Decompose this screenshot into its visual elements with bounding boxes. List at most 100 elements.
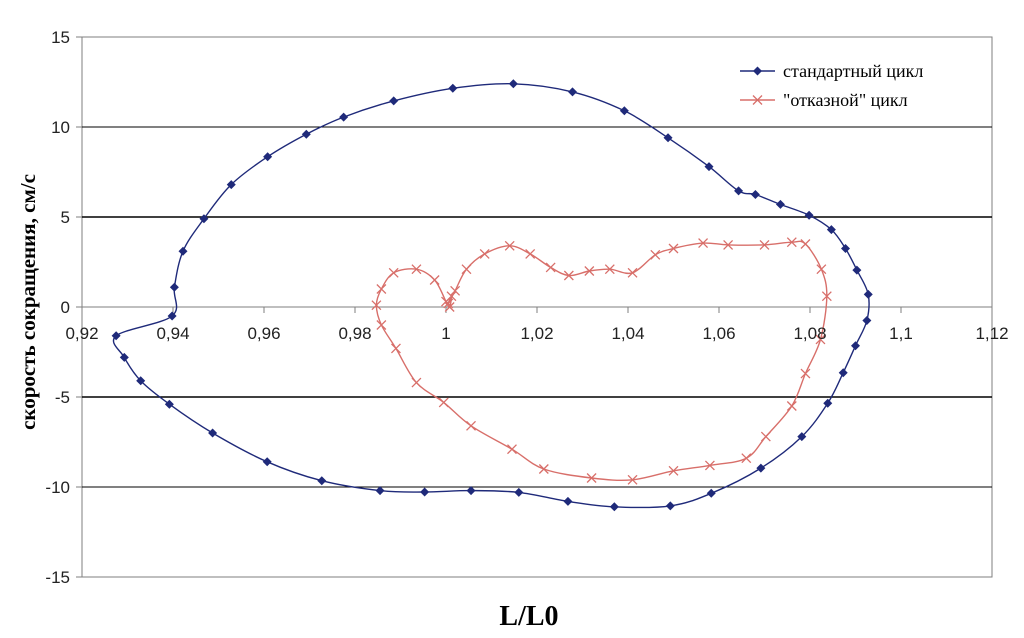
tick-labels: 0,92 0,94 0,96 0,98 1 1,02 1,04 1,06 1,08 1,1 1,12…	[45, 28, 1008, 587]
x-axis-title: L/L0	[499, 601, 558, 632]
data-point	[862, 316, 872, 325]
data-point	[545, 262, 556, 273]
data-point	[389, 96, 399, 106]
data-point	[786, 237, 797, 248]
data-point	[663, 133, 673, 143]
data-point	[525, 248, 536, 259]
data-point	[852, 265, 862, 275]
data-point	[111, 331, 121, 341]
data-point	[420, 487, 430, 497]
data-point	[668, 243, 679, 254]
data-point	[821, 291, 832, 302]
data-point	[609, 502, 619, 512]
data-point	[563, 496, 573, 506]
y-tick-label: 15	[51, 28, 70, 47]
data-point	[504, 240, 515, 251]
data-point	[760, 431, 771, 442]
data-point	[627, 267, 638, 278]
data-point	[704, 460, 715, 471]
data-point	[429, 275, 440, 285]
data-point	[786, 401, 797, 411]
y-tick-label: 0	[61, 298, 70, 317]
data-point	[446, 291, 457, 302]
y-tick-label: -10	[45, 478, 70, 497]
x-tick-label: 0,92	[65, 324, 98, 343]
data-point	[438, 397, 449, 408]
data-point	[851, 341, 860, 351]
data-point	[759, 239, 770, 250]
data-point	[741, 453, 752, 464]
data-point	[863, 289, 873, 299]
data-point	[665, 501, 675, 511]
data-point	[538, 464, 549, 474]
data-point	[339, 112, 349, 122]
data-point	[840, 244, 850, 253]
data-point	[668, 465, 679, 476]
data-point	[823, 398, 833, 408]
x-tick-label: 1	[441, 324, 450, 343]
data-point	[388, 267, 399, 278]
legend-label-failure: "отказной" цикл	[783, 90, 908, 110]
data-point	[199, 214, 209, 224]
x-tick-label: 1,12	[975, 324, 1008, 343]
data-point	[226, 180, 236, 190]
x-tick-label: 1,08	[793, 324, 826, 343]
data-point	[706, 488, 716, 498]
data-point	[376, 320, 387, 330]
data-point	[567, 87, 577, 97]
data-point	[815, 334, 826, 345]
legend-marker-failure	[752, 95, 763, 105]
data-point	[263, 152, 273, 162]
x-tick-label: 1,04	[611, 324, 644, 343]
data-point	[563, 270, 574, 281]
data-point	[301, 129, 311, 139]
data-point	[704, 162, 714, 172]
data-point	[262, 457, 272, 467]
data-point	[775, 199, 785, 209]
y-tick-label: 5	[61, 208, 70, 227]
x-tick-label: 1,02	[520, 324, 553, 343]
data-point	[604, 264, 615, 275]
data-point	[444, 302, 455, 312]
x-tick-label: 1,1	[889, 324, 913, 343]
data-point	[390, 343, 401, 354]
y-tick-label: -15	[45, 568, 70, 587]
data-point	[797, 432, 807, 442]
series-0	[111, 79, 873, 512]
y-axis-title: скорость сокращения, см/с	[16, 174, 40, 430]
data-point	[800, 368, 811, 379]
series-1	[371, 237, 832, 485]
x-tick-label: 0,94	[156, 324, 189, 343]
y-tick-label: 10	[51, 118, 70, 137]
data-point	[800, 239, 811, 249]
data-point	[466, 420, 476, 431]
data-point	[514, 487, 524, 497]
data-point	[826, 225, 836, 235]
data-point	[376, 284, 387, 294]
data-point	[375, 486, 385, 496]
data-point	[136, 376, 146, 386]
data-point	[804, 210, 814, 220]
data-point	[411, 377, 422, 388]
data-point	[167, 311, 177, 321]
data-point	[508, 79, 518, 89]
x-tick-label: 0,98	[338, 324, 371, 343]
data-point	[627, 474, 638, 485]
data-point	[584, 266, 595, 276]
data-point	[650, 249, 661, 260]
y-tick-label: -5	[55, 388, 70, 407]
gridlines	[82, 126, 992, 488]
data-point	[466, 486, 476, 496]
data-point	[371, 300, 382, 311]
data-point	[169, 282, 179, 292]
data-point	[317, 476, 327, 486]
series	[111, 79, 873, 512]
x-tick-label: 0,96	[247, 324, 280, 343]
data-point	[119, 352, 129, 362]
data-point	[178, 246, 188, 256]
data-point	[479, 248, 490, 259]
data-point	[450, 285, 461, 296]
data-point	[816, 264, 827, 275]
legend-marker-standard	[753, 66, 762, 76]
